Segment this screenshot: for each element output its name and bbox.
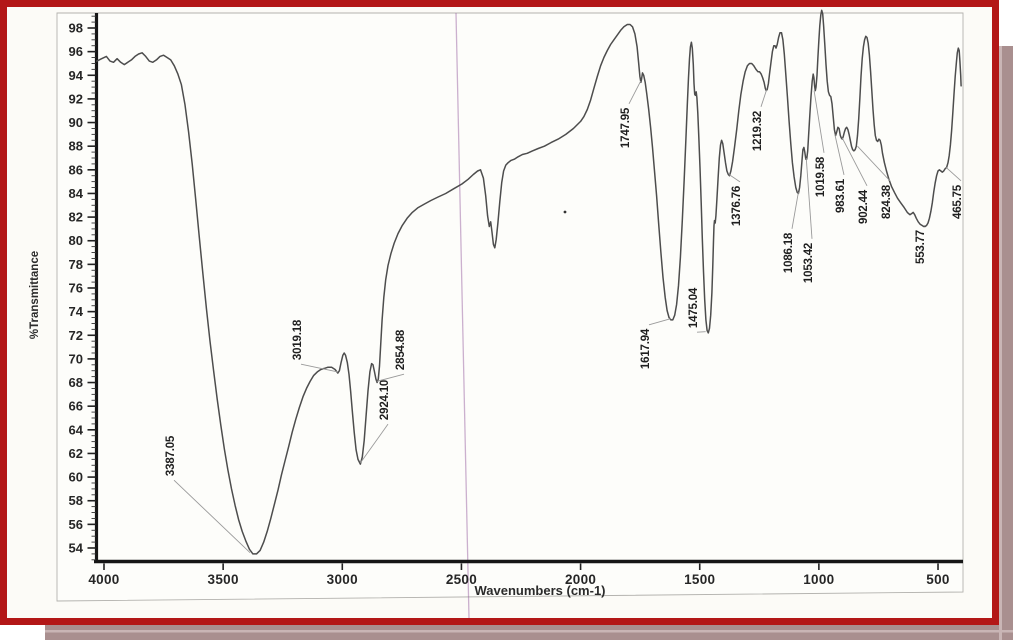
peak-label: 2854.88: [395, 329, 407, 370]
x-tick-label: 500: [926, 572, 949, 587]
peak-leader-line: [813, 90, 825, 153]
y-tick-label: 54: [69, 540, 84, 555]
y-tick-label: 98: [69, 21, 83, 36]
x-tick-label: 4000: [88, 572, 119, 587]
plot-frame: [56, 12, 964, 602]
x-tick-label: 2000: [565, 572, 596, 587]
peak-label: 3019.18: [292, 319, 304, 360]
peak-leader-line: [360, 423, 389, 464]
peak-label: 3387.05: [165, 435, 177, 476]
y-tick-label: 76: [69, 280, 83, 295]
peak-label: 983.61: [835, 178, 847, 213]
peak-label: 824.38: [881, 184, 893, 219]
peak-leader-line: [791, 192, 799, 229]
scan-speck: [563, 210, 567, 214]
peak-leader-line: [728, 174, 741, 183]
peak-label: 1475.04: [688, 287, 700, 328]
y-tick-label: 96: [69, 44, 83, 59]
x-tick-label: 3500: [208, 572, 239, 587]
peak-label: 1219.32: [752, 111, 764, 151]
peak-label: 1617.94: [640, 328, 652, 369]
peak-label: 1019.58: [815, 156, 827, 197]
peak-label: 1053.42: [803, 243, 815, 283]
scan-crease-line: [455, 12, 470, 619]
spectrum-curve: [96, 9, 962, 555]
peak-leader-line: [648, 318, 671, 326]
y-tick-label: 84: [69, 186, 84, 201]
y-axis-title: %Transmittance: [29, 251, 41, 339]
y-tick-label: 92: [69, 91, 83, 106]
y-tick-label: 68: [69, 375, 83, 390]
y-tick-label: 62: [69, 446, 83, 461]
x-tick-label: 1000: [803, 572, 834, 587]
peak-label: 1086.18: [783, 232, 795, 273]
y-tick-label: 94: [69, 68, 84, 83]
y-tick-label: 90: [69, 115, 83, 130]
y-tick-label: 72: [69, 328, 83, 343]
peak-label: 1747.95: [620, 107, 632, 148]
x-axis-title: Wavenumbers (cm-1): [475, 583, 606, 598]
peak-leader-line: [376, 373, 405, 382]
drop-shadow: [45, 46, 1013, 640]
y-tick-label: 56: [69, 517, 83, 532]
peak-label: 553.77: [915, 230, 927, 264]
peak-label: 902.44: [858, 189, 870, 224]
peak-label: 2924.10: [379, 380, 391, 420]
y-tick-label: 80: [69, 233, 83, 248]
peak-leader-line: [805, 157, 813, 239]
y-tick-label: 82: [69, 210, 83, 225]
chart-content: 98 96 94 92 90 88 86 84 82 80 78 76 74 72 70 68 66 64 62 60…: [69, 9, 964, 587]
x-tick-label: 2500: [446, 572, 477, 587]
x-tick-label: 1500: [684, 572, 715, 587]
y-tick-label: 58: [69, 493, 83, 508]
peak-label: 465.75: [952, 184, 964, 219]
y-tick-label: 74: [69, 304, 84, 319]
y-tick-label: 66: [69, 399, 83, 414]
peak-leader-line: [841, 137, 868, 187]
y-tick-label: 64: [69, 422, 84, 437]
peak-leader-line: [760, 89, 768, 107]
y-tick-label: 88: [69, 139, 83, 154]
peak-leader-line: [628, 80, 642, 105]
peak-leader-line: [857, 145, 891, 182]
y-tick-label: 70: [69, 351, 83, 366]
peak-leader-line: [173, 479, 251, 554]
y-tick-label: 86: [69, 162, 83, 177]
y-tick-label: 60: [69, 470, 83, 485]
peak-label: 1376.76: [731, 186, 743, 226]
peak-leader-line: [834, 134, 845, 175]
peak-leader-line: [300, 363, 338, 373]
peak-leader-line: [945, 167, 962, 182]
y-tick-label: 78: [69, 257, 83, 272]
x-tick-label: 3000: [327, 572, 358, 587]
